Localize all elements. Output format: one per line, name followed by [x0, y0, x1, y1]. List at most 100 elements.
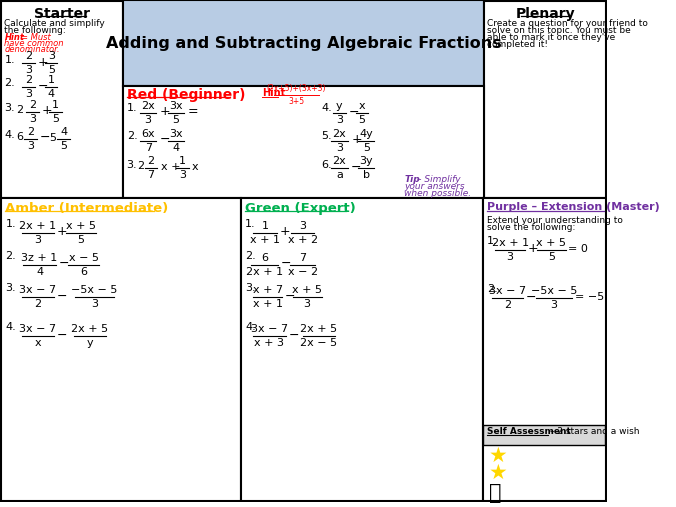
Text: +: +	[160, 105, 170, 119]
Text: 2x + 1: 2x + 1	[19, 221, 56, 231]
Text: x + 1: x + 1	[250, 235, 280, 245]
Text: x: x	[191, 162, 198, 172]
Text: 2x − 5: 2x − 5	[300, 338, 337, 348]
Text: −: −	[58, 257, 69, 270]
Text: 5: 5	[77, 235, 84, 245]
Text: 1.: 1.	[5, 54, 15, 64]
Text: able to mark it once they've: able to mark it once they've	[487, 32, 615, 42]
Text: 3x: 3x	[169, 101, 183, 111]
Text: Green (Expert): Green (Expert)	[245, 202, 356, 215]
FancyBboxPatch shape	[241, 198, 483, 501]
Text: 3: 3	[299, 221, 306, 231]
Text: 2.: 2.	[245, 250, 256, 261]
Text: 4.: 4.	[5, 130, 16, 140]
Text: 😬: 😬	[489, 483, 501, 502]
Text: Red (Beginner): Red (Beginner)	[126, 88, 245, 102]
Text: 3: 3	[304, 299, 311, 309]
Text: −5x − 5: −5x − 5	[531, 286, 577, 296]
Text: 3x − 7: 3x − 7	[19, 324, 56, 334]
Text: 2: 2	[147, 157, 154, 166]
Text: 1: 1	[52, 100, 59, 110]
Text: 3: 3	[91, 299, 98, 309]
Text: a: a	[336, 170, 343, 180]
Text: have common: have common	[5, 39, 64, 48]
Text: Create a question for your friend to: Create a question for your friend to	[487, 19, 648, 28]
Text: x + 5: x + 5	[66, 221, 96, 231]
Text: +: +	[279, 226, 290, 238]
Text: 4: 4	[172, 142, 180, 153]
Text: x − 5: x − 5	[68, 252, 99, 263]
Text: 3: 3	[29, 114, 36, 124]
Text: 7: 7	[147, 170, 154, 180]
Text: 1.: 1.	[245, 219, 256, 229]
Text: −: −	[57, 290, 67, 303]
Text: 2x + 5: 2x + 5	[71, 324, 108, 334]
Text: 4: 4	[47, 89, 55, 99]
Text: 3+5: 3+5	[288, 97, 304, 106]
Text: 2x + 5: 2x + 5	[300, 324, 337, 334]
Text: = 0: = 0	[569, 244, 588, 254]
Text: 6.: 6.	[322, 160, 332, 169]
Text: 2.: 2.	[5, 78, 16, 88]
Text: – Simplify: – Simplify	[416, 175, 460, 185]
Text: 3: 3	[25, 89, 32, 99]
Text: x + 3: x + 3	[254, 338, 285, 348]
Text: 3: 3	[25, 65, 32, 76]
Text: 4y: 4y	[360, 129, 373, 139]
Text: when possible.: when possible.	[404, 189, 471, 198]
Text: 1.: 1.	[487, 236, 498, 246]
Text: 4: 4	[36, 267, 43, 276]
Text: −: −	[160, 133, 170, 146]
Text: 3: 3	[551, 300, 558, 310]
FancyBboxPatch shape	[1, 1, 606, 501]
Text: – 2 stars and a wish: – 2 stars and a wish	[550, 427, 639, 436]
Text: 2.: 2.	[5, 250, 16, 261]
Text: 3: 3	[27, 141, 34, 151]
Text: ★: ★	[489, 446, 507, 466]
Text: x: x	[34, 338, 41, 348]
Text: 7: 7	[299, 252, 306, 263]
Text: −: −	[57, 329, 67, 341]
Text: 2: 2	[25, 75, 32, 85]
Text: Plenary: Plenary	[515, 7, 575, 21]
Text: Hint: Hint	[262, 88, 285, 98]
Text: 3x − 7: 3x − 7	[489, 286, 526, 296]
Text: 2: 2	[34, 299, 41, 309]
Text: Adding and Subtracting Algebraic Fractions: Adding and Subtracting Algebraic Fractio…	[105, 36, 502, 51]
Text: solve on this topic. You must be: solve on this topic. You must be	[487, 26, 631, 35]
Text: 1.: 1.	[126, 103, 137, 113]
Text: +: +	[57, 226, 67, 238]
Text: −: −	[281, 257, 291, 270]
Text: +: +	[38, 56, 49, 69]
Text: 2x + 1: 2x + 1	[246, 267, 283, 276]
Text: =: =	[188, 105, 198, 119]
Text: 6: 6	[80, 267, 87, 276]
Text: y: y	[336, 101, 343, 111]
Text: 2.: 2.	[126, 131, 137, 141]
Text: 5.: 5.	[322, 131, 332, 141]
Text: x + 1: x + 1	[253, 299, 283, 309]
Text: Starter: Starter	[34, 7, 90, 21]
Text: your answers: your answers	[404, 183, 465, 191]
Text: 3: 3	[34, 235, 41, 245]
Text: (2x+5)+(3x+3): (2x+5)+(3x+3)	[266, 84, 326, 93]
Text: 1.: 1.	[5, 219, 16, 229]
Text: 3.: 3.	[5, 283, 16, 294]
Text: 2x + 1: 2x + 1	[491, 238, 529, 248]
Text: −: −	[288, 329, 299, 341]
FancyBboxPatch shape	[483, 425, 605, 445]
Text: b: b	[363, 170, 370, 180]
FancyBboxPatch shape	[1, 1, 123, 198]
Text: −: −	[525, 291, 536, 304]
Text: 4.: 4.	[245, 322, 256, 332]
Text: Amber (Intermediate): Amber (Intermediate)	[5, 202, 168, 215]
Text: Hint: Hint	[5, 32, 24, 42]
FancyBboxPatch shape	[483, 198, 606, 501]
Text: 1: 1	[48, 75, 55, 85]
Text: 4.: 4.	[322, 103, 333, 113]
Text: y: y	[87, 338, 93, 348]
Text: 2: 2	[25, 51, 32, 61]
Text: 2x: 2x	[333, 157, 346, 166]
Text: x + 5: x + 5	[292, 285, 322, 295]
Text: 2: 2	[16, 105, 23, 115]
